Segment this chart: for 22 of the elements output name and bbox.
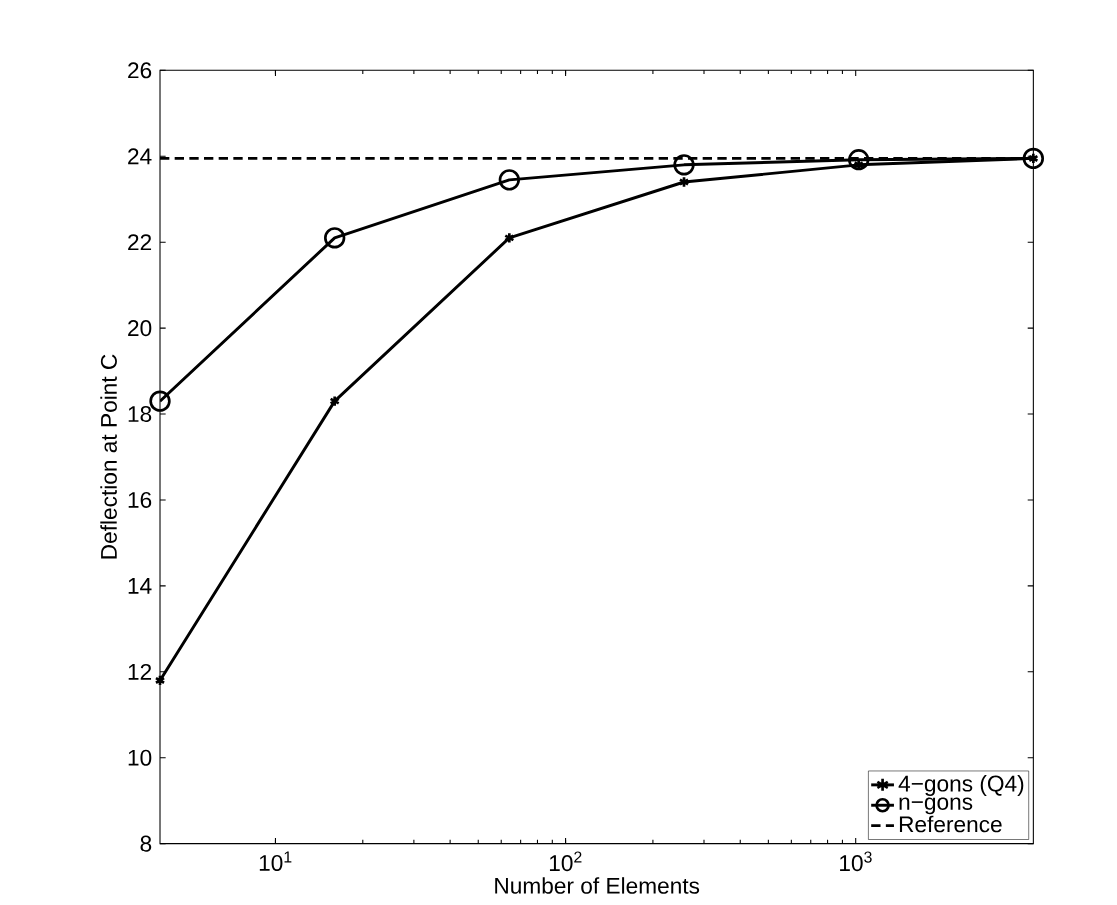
- point: [673, 154, 695, 176]
- y-axis-title: Deflection at Point C: [100, 354, 117, 559]
- legend-label: n−gons: [899, 797, 973, 815]
- x-axis-title: Number of Elements: [495, 877, 700, 894]
- y-tick-label: 10: [128, 749, 152, 766]
- y-tick-label: 12: [128, 663, 152, 680]
- y-tick-label: 24: [128, 148, 152, 165]
- point: [498, 169, 521, 191]
- y-tick-label: 18: [128, 406, 152, 423]
- y-tick-label: 26: [128, 62, 152, 79]
- y-tick-label: 8: [140, 835, 152, 852]
- legend-label: Reference: [899, 815, 1002, 833]
- legend-label: 4−gons (Q4): [898, 774, 1024, 797]
- x-tick-label: 10$^{3}$: [840, 851, 872, 872]
- x-tick-label: 10$^{2}$: [549, 851, 582, 872]
- point: [324, 227, 346, 249]
- x-tick-label: 10$^{1}$: [259, 851, 292, 871]
- y-tick-label: 16: [128, 491, 152, 508]
- point: [848, 149, 870, 171]
- y-tick-label: 20: [128, 320, 152, 337]
- y-tick-label: 22: [128, 234, 152, 251]
- y-tick-label: 14: [128, 578, 152, 594]
